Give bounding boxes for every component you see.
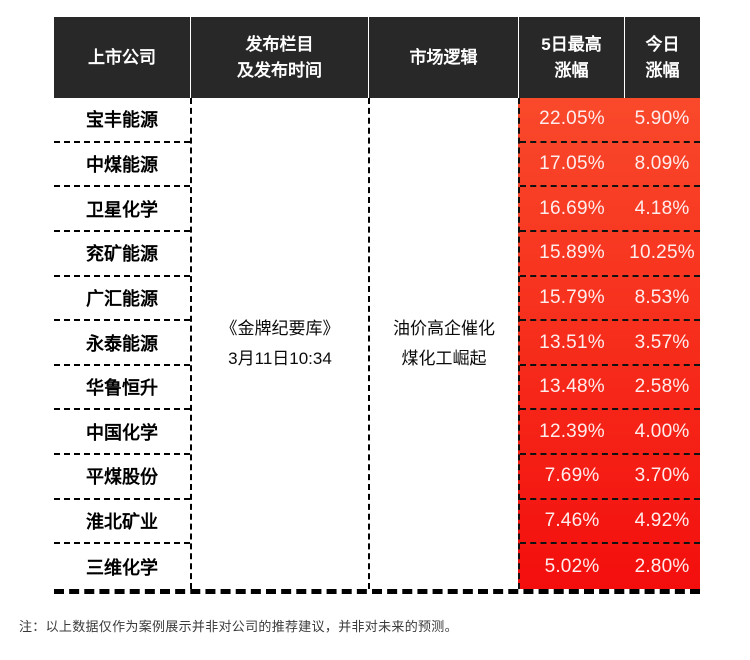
five-day-max-gain-value: 13.48% xyxy=(539,376,605,398)
company-name: 广汇能源 xyxy=(54,277,190,322)
today-gain-value: 3.70% xyxy=(634,465,690,487)
table-header-row: 上市公司 发布栏目 及发布时间 市场逻辑 5日最高 涨幅 今日 涨幅 xyxy=(54,17,700,98)
today-gain-value: 3.57% xyxy=(634,331,690,353)
company-name: 三维化学 xyxy=(86,557,158,578)
today-gain-value: 4.92% xyxy=(634,510,690,532)
market-logic-text: 油价高企催化 煤化工崛起 xyxy=(393,318,495,368)
five-day-max-gain-value: 12.39% xyxy=(539,420,605,442)
company-name: 永泰能源 xyxy=(54,321,190,366)
five-day-max-gain-value: 7.69% xyxy=(544,465,600,487)
gain-row: 12.39% 4.00% xyxy=(520,410,700,456)
gain-row: 7.46% 4.92% xyxy=(520,500,700,545)
company-name: 中煤能源 xyxy=(54,143,190,188)
header-5day-max-gain: 5日最高 涨幅 xyxy=(518,17,624,98)
company-name: 华鲁恒升 xyxy=(54,366,190,411)
gain-row: 16.69% 4.18% xyxy=(520,187,700,232)
market-logic-merged-cell: 油价高企催化 煤化工崛起 xyxy=(368,98,518,589)
five-day-max-gain-value: 16.69% xyxy=(539,197,605,219)
five-day-max-gain-value: 7.46% xyxy=(544,510,600,532)
header-today-gain: 今日 涨幅 xyxy=(624,17,700,98)
company-name: 卫星化学 xyxy=(54,187,190,232)
gain-row: 7.69% 3.70% xyxy=(520,455,700,500)
company-name: 平煤股份 xyxy=(54,455,190,500)
today-gain-value: 2.58% xyxy=(634,376,690,398)
header-listed-company: 上市公司 xyxy=(88,47,156,67)
five-day-max-gain-value: 17.05% xyxy=(539,152,605,174)
publish-merged-cell: 《金牌纪要库》 3月11日10:34 xyxy=(190,98,368,589)
five-day-max-gain-value: 15.79% xyxy=(539,286,605,308)
today-gain-value: 8.53% xyxy=(634,286,690,308)
stock-gain-table: 上市公司 发布栏目 及发布时间 市场逻辑 5日最高 涨幅 今日 涨幅 宝丰能源中… xyxy=(54,17,700,594)
publish-source-and-time: 《金牌纪要库》 3月11日10:34 xyxy=(220,318,340,368)
five-day-max-gain-value: 13.51% xyxy=(539,331,605,353)
today-gain-value: 4.18% xyxy=(634,197,690,219)
today-gain-value: 10.25% xyxy=(629,242,695,264)
company-name: 宝丰能源 xyxy=(54,98,190,143)
gain-row: 5.02% 2.80% xyxy=(520,544,700,589)
gain-row: 17.05% 8.09% xyxy=(520,143,700,188)
today-gain-value: 2.80% xyxy=(634,555,690,577)
company-column: 宝丰能源 中煤能源 卫星化学 兖矿能源 广汇能源 永泰能源 华鲁恒升 中国化学 平煤股份 淮北矿业… xyxy=(54,98,190,589)
five-day-max-gain-value: 22.05% xyxy=(539,108,605,130)
company-name: 兖矿能源 xyxy=(54,232,190,277)
header-market-logic: 市场逻辑 xyxy=(368,17,518,98)
gain-values-block: 22.05% 5.90% 17.05% 8.09% 16.69% 4.18% 15.89% 1… xyxy=(518,98,700,589)
company-name: 中国化学 xyxy=(54,410,190,456)
table-body: 宝丰能源 中煤能源 卫星化学 兖矿能源 广汇能源 永泰能源 华鲁恒升 中国化学 平煤股份 淮北矿业… xyxy=(54,98,700,594)
gain-row: 22.05% 5.90% xyxy=(520,98,700,143)
today-gain-value: 5.90% xyxy=(634,108,690,130)
disclaimer-note: 注：以上数据仅作为案例展示并非对公司的推荐建议，并非对未来的预测。 xyxy=(19,619,458,634)
gain-row: 13.51% 3.57% xyxy=(520,321,700,366)
today-gain-value: 4.00% xyxy=(634,420,690,442)
gain-row: 15.79% 8.53% xyxy=(520,277,700,322)
gain-row: 13.48% 2.58% xyxy=(520,366,700,411)
gain-row: 15.89% 10.25% xyxy=(520,232,700,277)
five-day-max-gain-value: 15.89% xyxy=(539,242,605,264)
company-name: 淮北矿业 xyxy=(54,500,190,545)
today-gain-value: 8.09% xyxy=(634,152,690,174)
header-publish-column-and-time: 发布栏目 及发布时间 xyxy=(190,17,368,98)
five-day-max-gain-value: 5.02% xyxy=(544,555,600,577)
